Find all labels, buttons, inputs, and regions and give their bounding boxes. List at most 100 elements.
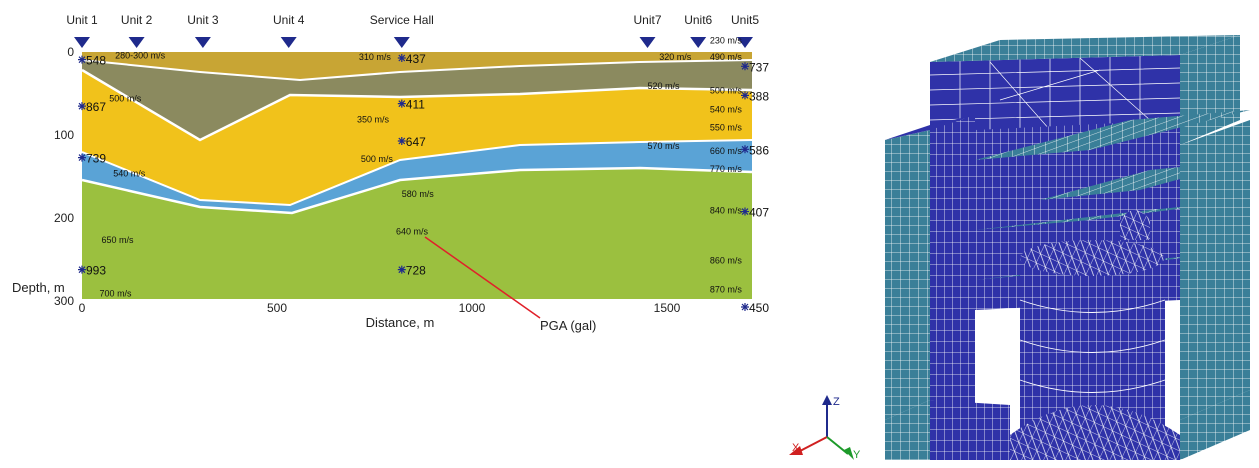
unit-label: Service Hall (370, 13, 434, 27)
pga-value: 728 (406, 264, 426, 278)
unit-marker-triangle (393, 37, 410, 48)
pga-value: 411 (406, 98, 425, 112)
velocity-label: 550 m/s (710, 123, 743, 133)
mesh-roof-top-face (930, 35, 1240, 62)
pga-station-marker (741, 91, 749, 100)
velocity-label: 840 m/s (710, 206, 743, 216)
mesh-right-steps (1180, 120, 1250, 420)
velocity-label: 500 m/s (710, 85, 743, 95)
pga-station-marker (78, 55, 86, 64)
pga-station-marker (78, 153, 86, 162)
mesh-cylinder-rims (1019, 299, 1166, 393)
velocity-label: 500 m/s (109, 94, 142, 104)
x-tick-label: 0 (79, 301, 86, 315)
pga-value: 548 (86, 54, 106, 68)
unit-marker-triangle (128, 37, 145, 48)
unit-markers: Unit 1 Unit 2 Unit 3 Unit 4 Service Hall Unit… (66, 13, 759, 48)
pga-value: 407 (749, 206, 769, 220)
velocity-labels: 280-300 m/s 500 m/s 540 m/s 650 m/s 700 m/s 3… (100, 36, 743, 299)
x-tick-label: 500 (267, 301, 287, 315)
axis-triad: Z X Y (789, 395, 861, 461)
velocity-label: 310 m/s (359, 52, 392, 62)
unit-marker-triangle (280, 37, 297, 48)
unit-marker-triangle (639, 37, 656, 48)
x-tick-label: 1000 (459, 301, 486, 315)
velocity-label: 520 m/s (648, 81, 681, 91)
mesh-cylinder-top (1020, 240, 1164, 276)
velocity-label: 770 m/s (710, 164, 743, 174)
unit-marker-triangle (74, 37, 90, 48)
layer-tan (82, 52, 752, 80)
x-axis-arrow (799, 436, 828, 452)
mesh-front-wall (930, 400, 1010, 460)
fem-building-model (885, 35, 1250, 460)
pga-station-marker (741, 62, 749, 71)
unit-label: Unit 1 (66, 13, 98, 27)
velocity-label: 700 m/s (100, 289, 133, 299)
layer-yellow (82, 68, 752, 205)
x-axis-label: Distance, m (366, 315, 435, 330)
z-arrow-head (822, 395, 832, 405)
mesh-right-lower-wall (1180, 390, 1250, 460)
x-arrow-head (789, 446, 803, 455)
pga-value: 867 (86, 100, 106, 114)
velocity-label: 570 m/s (648, 141, 681, 151)
velocity-label: 280-300 m/s (115, 50, 166, 60)
mesh-cylinder-body (1020, 255, 1165, 435)
velocity-label: 580 m/s (402, 189, 435, 199)
y-axis-arrow (826, 436, 849, 455)
layer-boundary (81, 139, 753, 207)
unit-label: Unit 2 (121, 13, 153, 27)
pga-station-marker (741, 303, 749, 311)
layer-boundary (81, 59, 753, 82)
mesh-left-upper-face (885, 130, 930, 420)
pga-station-marker (741, 145, 749, 154)
pga-value: 586 (749, 143, 769, 157)
pga-value: 737 (749, 60, 769, 74)
mesh-left-lower-face (885, 400, 930, 460)
pga-station-marker (397, 137, 406, 145)
unit-label: Unit5 (731, 13, 759, 27)
pga-station-marker (741, 207, 749, 216)
pga-station-marker (78, 265, 86, 274)
layer-boundary (81, 68, 753, 142)
y-axis-triad-label: Y (853, 449, 861, 461)
mesh-roof-grid (929, 56, 1181, 150)
unit-label: Unit 3 (187, 13, 219, 27)
pga-station-marker (397, 99, 406, 108)
x-axis-triad-label: X (792, 442, 800, 454)
pga-station-marker (397, 265, 406, 274)
pga-value: 739 (86, 152, 106, 166)
layer-olive (82, 58, 752, 140)
velocity-label: 660 m/s (710, 146, 743, 156)
velocity-label: 500 m/s (361, 154, 394, 164)
unit-label: Unit 4 (273, 13, 305, 27)
y-tick-label: 0 (67, 45, 74, 59)
velocity-label: 230 m/s (710, 36, 743, 46)
pga-callout-line (424, 236, 541, 319)
pga-labels: 548 867 739 993 437 411 647 728 737 388 586 407 450 (78, 52, 769, 315)
x-tick-label: 1500 (654, 301, 681, 315)
velocity-label: 860 m/s (710, 256, 743, 266)
mesh-opening-arch (1120, 210, 1150, 240)
y-axis-label: Depth, m (12, 280, 65, 295)
velocity-label: 350 m/s (357, 114, 390, 124)
velocity-label: 320 m/s (659, 52, 692, 62)
unit-marker-triangle (194, 37, 211, 48)
mesh-left-inner-wall (930, 115, 975, 405)
pga-value: 993 (86, 264, 106, 278)
soil-layers (81, 52, 753, 299)
pga-station-marker (78, 102, 86, 111)
pga-callout-label: PGA (gal) (540, 318, 596, 333)
mesh-left-top-slab (885, 115, 975, 140)
unit-marker-triangle (737, 37, 753, 48)
pga-value: 450 (749, 301, 769, 315)
layer-boundary (81, 166, 753, 215)
profile-axes: 0 500 1000 1500 0 100 200 300 (54, 45, 681, 315)
mesh-cylinder-base (1010, 405, 1180, 460)
pga-value: 647 (406, 135, 426, 149)
velocity-label: 870 m/s (710, 285, 743, 295)
pga-station-marker (397, 54, 406, 62)
